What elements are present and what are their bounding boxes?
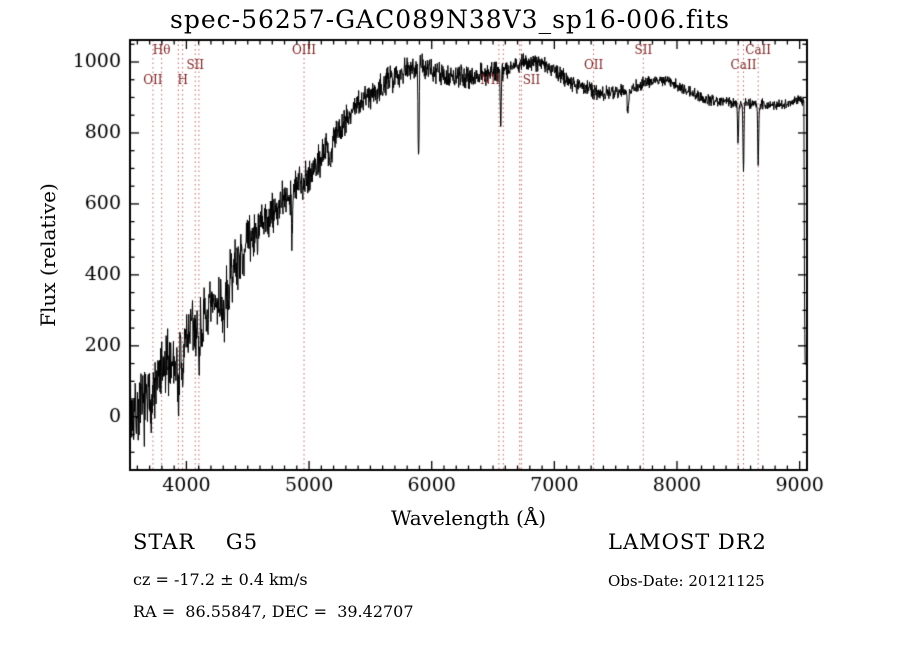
footer-obs-date: Obs-Date: 20121125	[608, 572, 765, 590]
x-axis-label: Wavelength (Å)	[390, 506, 547, 530]
y-axis-label: Flux (relative)	[36, 183, 60, 327]
footer-survey: LAMOST DR2	[608, 530, 767, 554]
footer-cz: cz = -17.2 ± 0.4 km/s	[133, 570, 308, 589]
footer-classification: STAR G5	[133, 530, 259, 554]
footer-ra-dec: RA = 86.55847, DEC = 39.42707	[133, 602, 414, 621]
